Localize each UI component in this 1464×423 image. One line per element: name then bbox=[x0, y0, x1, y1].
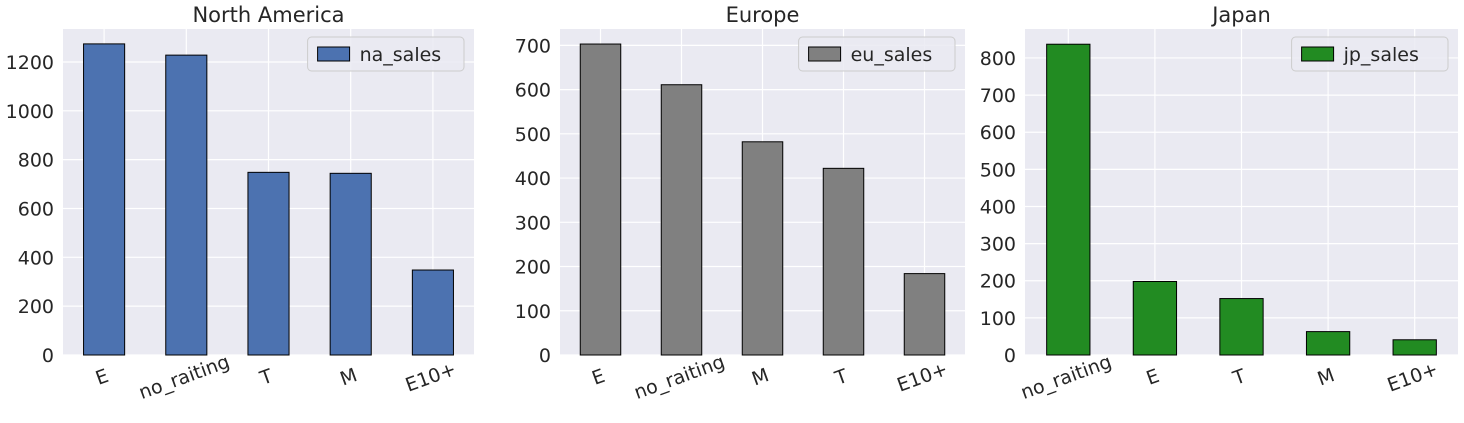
bar-t bbox=[822, 167, 865, 356]
y-tick-label: 800 bbox=[18, 150, 54, 172]
x-tick-label: E bbox=[1143, 365, 1162, 390]
bar-no-raiting bbox=[165, 54, 208, 356]
bar-m bbox=[329, 172, 372, 356]
y-tick-label: 600 bbox=[18, 198, 54, 220]
y-tick-label: 1200 bbox=[6, 52, 54, 74]
y-tick-label: 600 bbox=[980, 122, 1016, 144]
chart-title: Japan bbox=[1210, 3, 1271, 27]
y-tick-label: 300 bbox=[515, 212, 551, 234]
y-tick-label: 700 bbox=[515, 35, 551, 57]
legend-swatch bbox=[808, 46, 842, 62]
legend: na_sales bbox=[307, 36, 465, 72]
legend-box bbox=[307, 36, 465, 72]
x-tick-label: no_raiting bbox=[1018, 351, 1115, 404]
bar-e bbox=[83, 43, 126, 356]
y-tick-label: 200 bbox=[980, 271, 1016, 293]
y-tick-label: 200 bbox=[515, 257, 551, 279]
legend-label: jp_sales bbox=[1343, 44, 1419, 66]
x-tick-label: T bbox=[831, 365, 851, 390]
y-tick-label: 200 bbox=[18, 296, 54, 318]
bar-e10- bbox=[903, 273, 946, 356]
chart-panel-3: 0 100 200 300 400 500 600 700 800 no_raiting E T M E1… bbox=[980, 3, 1458, 404]
x-tick-label: M bbox=[337, 364, 360, 390]
x-tick-label: E10+ bbox=[894, 358, 950, 396]
legend-box bbox=[1291, 36, 1449, 72]
bar-no-raiting bbox=[1046, 43, 1091, 356]
x-tick-label: T bbox=[1229, 365, 1249, 390]
bar-t bbox=[1219, 298, 1264, 356]
x-tick-label: no_raiting bbox=[631, 351, 728, 404]
y-tick-label: 0 bbox=[539, 345, 551, 367]
y-tick-label: 400 bbox=[515, 168, 551, 190]
x-tick-label: M bbox=[1315, 364, 1338, 390]
y-tick-label: 400 bbox=[980, 196, 1016, 218]
y-tick-label: 600 bbox=[515, 80, 551, 102]
y-tick-label: 300 bbox=[980, 234, 1016, 256]
y-tick-label: 500 bbox=[980, 159, 1016, 181]
y-tick-label: 0 bbox=[42, 345, 54, 367]
x-tick-label: T bbox=[256, 365, 276, 390]
bar-e10- bbox=[1392, 339, 1437, 356]
legend: jp_sales bbox=[1291, 36, 1449, 72]
y-tick-label: 500 bbox=[515, 124, 551, 146]
y-tick-label: 800 bbox=[980, 48, 1016, 70]
x-tick-label: E10+ bbox=[1384, 358, 1440, 396]
x-tick-label: M bbox=[749, 364, 772, 390]
y-tick-label: 700 bbox=[980, 85, 1016, 107]
x-tick-label: E bbox=[93, 365, 112, 390]
bar-m bbox=[741, 141, 784, 356]
legend-swatch bbox=[1301, 46, 1335, 62]
y-tick-label: 400 bbox=[18, 247, 54, 269]
chart-panel-2: 0 100 200 300 400 500 600 700 E no_raiting M T E10+ E… bbox=[515, 3, 965, 404]
chart-title: Europe bbox=[726, 3, 800, 27]
legend-box bbox=[798, 36, 956, 72]
y-tick-label: 0 bbox=[1004, 345, 1016, 367]
bar-e10- bbox=[411, 269, 454, 356]
legend-swatch bbox=[317, 46, 351, 62]
x-tick-label: E10+ bbox=[403, 358, 459, 396]
y-tick-label: 100 bbox=[980, 308, 1016, 330]
legend-label: na_sales bbox=[360, 44, 442, 66]
bar-no-raiting bbox=[660, 84, 703, 356]
legend: eu_sales bbox=[798, 36, 956, 72]
bar-e bbox=[1132, 280, 1178, 356]
bar-m bbox=[1305, 331, 1351, 356]
x-tick-label: no_raiting bbox=[136, 351, 233, 404]
legend-label: eu_sales bbox=[851, 44, 933, 66]
y-tick-label: 1000 bbox=[6, 101, 54, 123]
chart-title: North America bbox=[192, 3, 344, 27]
bar-e bbox=[579, 43, 622, 356]
x-tick-label: E bbox=[589, 365, 608, 390]
chart-panel-1: 0 200 400 600 800 1000 1200 E no_raiting T M E10+ No… bbox=[6, 3, 474, 404]
y-tick-label: 100 bbox=[515, 301, 551, 323]
bar-t bbox=[247, 171, 290, 356]
